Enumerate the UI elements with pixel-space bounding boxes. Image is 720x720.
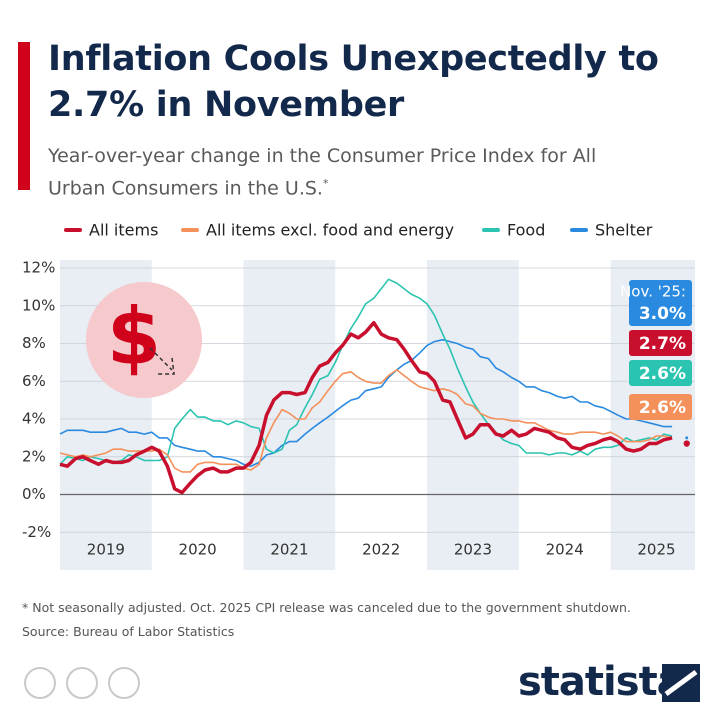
subtitle: Year-over-year change in the Consumer Pr… (48, 142, 628, 202)
legend-label: All items (89, 221, 158, 240)
x-tick-label: 2022 (362, 541, 400, 559)
accent-bar (18, 42, 30, 190)
value-label: 2.7% (639, 334, 686, 354)
legend-label: All items excl. food and energy (206, 221, 454, 240)
x-tick-label: 2024 (546, 541, 584, 559)
footnote: * Not seasonally adjusted. Oct. 2025 CPI… (22, 600, 631, 615)
y-tick-label: 12% (22, 259, 55, 277)
value-label-box (629, 360, 692, 386)
value-label-box (629, 394, 692, 420)
isolated-point (685, 436, 689, 440)
subtitle-text: Year-over-year change in the Consumer Pr… (48, 145, 597, 200)
y-tick-label: 4% (22, 410, 46, 428)
source: Source: Bureau of Labor Statistics (22, 624, 235, 639)
x-tick-label: 2020 (179, 541, 217, 559)
svg-text:$: $ (107, 292, 161, 382)
x-tick-label: 2025 (637, 541, 675, 559)
legend-label: Food (507, 221, 545, 240)
title: Inflation Cools Unexpectedly to 2.7% in … (48, 39, 659, 125)
isolated-point (683, 440, 690, 447)
y-tick-label: 10% (22, 296, 55, 314)
value-label-box (629, 280, 692, 326)
x-tick-label: 2019 (87, 541, 125, 559)
y-tick-label: 2% (22, 447, 46, 465)
x-tick-label: 2021 (270, 541, 308, 559)
value-label: 2.6% (639, 364, 686, 384)
icon: $ (86, 282, 202, 398)
value-label: 3.0% (639, 304, 686, 324)
x-tick-label: 2023 (454, 541, 492, 559)
y-tick-label: -2% (22, 523, 51, 541)
legend-label: Shelter (595, 221, 653, 240)
annotation: Nov. '25: (620, 283, 686, 301)
y-tick-label: 8% (22, 334, 46, 352)
subtitle-note: * (322, 177, 329, 190)
value-label: 2.6% (639, 398, 686, 418)
y-tick-label: 0% (22, 485, 46, 503)
year-band (427, 260, 519, 570)
y-tick-label: 6% (22, 372, 46, 390)
year-band (243, 260, 336, 570)
value-label-box (629, 330, 692, 356)
